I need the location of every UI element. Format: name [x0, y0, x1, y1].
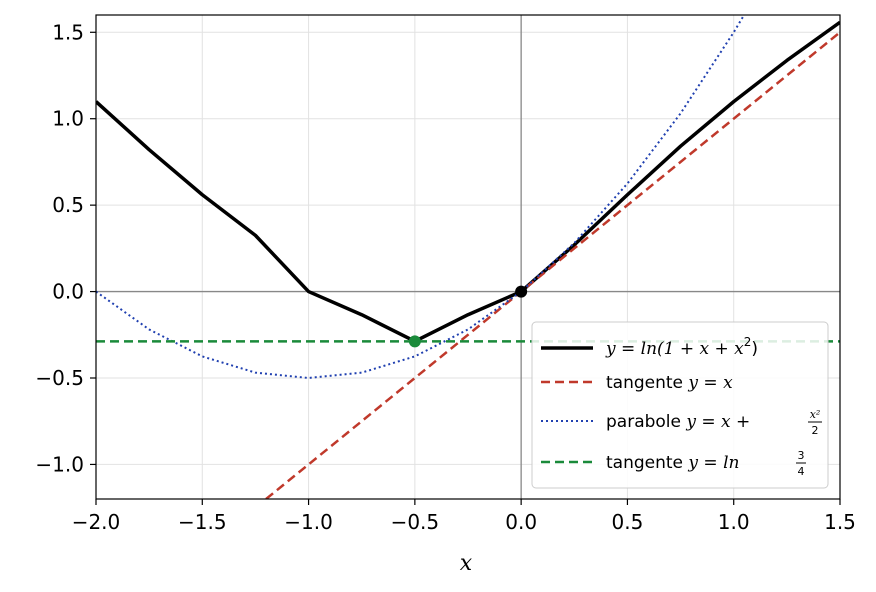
y-tick-label-3: 0.5	[52, 193, 84, 217]
legend-parabola-denominator: 2	[812, 424, 819, 437]
legend-horizontal-numerator: 3	[798, 449, 805, 462]
legend-label-horizontal: tangente y = ln	[606, 453, 739, 473]
series-line-1	[265, 31, 840, 499]
legend-label-parabola: parabole y = x +	[606, 412, 750, 432]
x-tick-label-7: 1.5	[824, 510, 856, 534]
legend-label-tangent: tangente y = x	[606, 373, 733, 393]
series-line-0	[96, 20, 840, 344]
ticks: −2.0 −1.5 −1.0 −0.5 0.0 0.5 1.0 1.5 −1.0 −0.5 0.0 0…	[35, 20, 855, 534]
legend-horizontal-denominator: 4	[798, 465, 805, 478]
x-tick-label-3: −0.5	[391, 510, 440, 534]
x-tick-label-2: −1.0	[284, 510, 333, 534]
x-axis-title: x	[460, 551, 473, 576]
legend: y = ln(1 + x + x2) tangente y = x parabo…	[531, 321, 829, 489]
plot-frame	[95, 14, 841, 500]
x-tick-label-5: 0.5	[612, 510, 644, 534]
x-tick-label-1: −1.5	[178, 510, 227, 534]
x-tick-label-0: −2.0	[72, 510, 121, 534]
zero-axes	[96, 15, 840, 499]
y-tick-label-0: −1.0	[35, 452, 84, 476]
legend-parabola-numerator: x²	[810, 408, 821, 421]
points-group	[408, 285, 528, 348]
legend-box	[531, 321, 829, 489]
point-marker-0	[408, 335, 421, 348]
x-tick-label-6: 1.0	[718, 510, 750, 534]
y-tick-label-4: 1.0	[52, 107, 84, 131]
point-marker-1	[515, 285, 528, 298]
y-tick-label-5: 1.5	[52, 20, 84, 44]
y-tick-label-1: −0.5	[35, 366, 84, 390]
x-tick-label-4: 0.0	[505, 510, 537, 534]
y-tick-label-2: 0.0	[52, 280, 84, 304]
legend-label-curve: y = ln(1 + x + x2)	[605, 335, 758, 359]
